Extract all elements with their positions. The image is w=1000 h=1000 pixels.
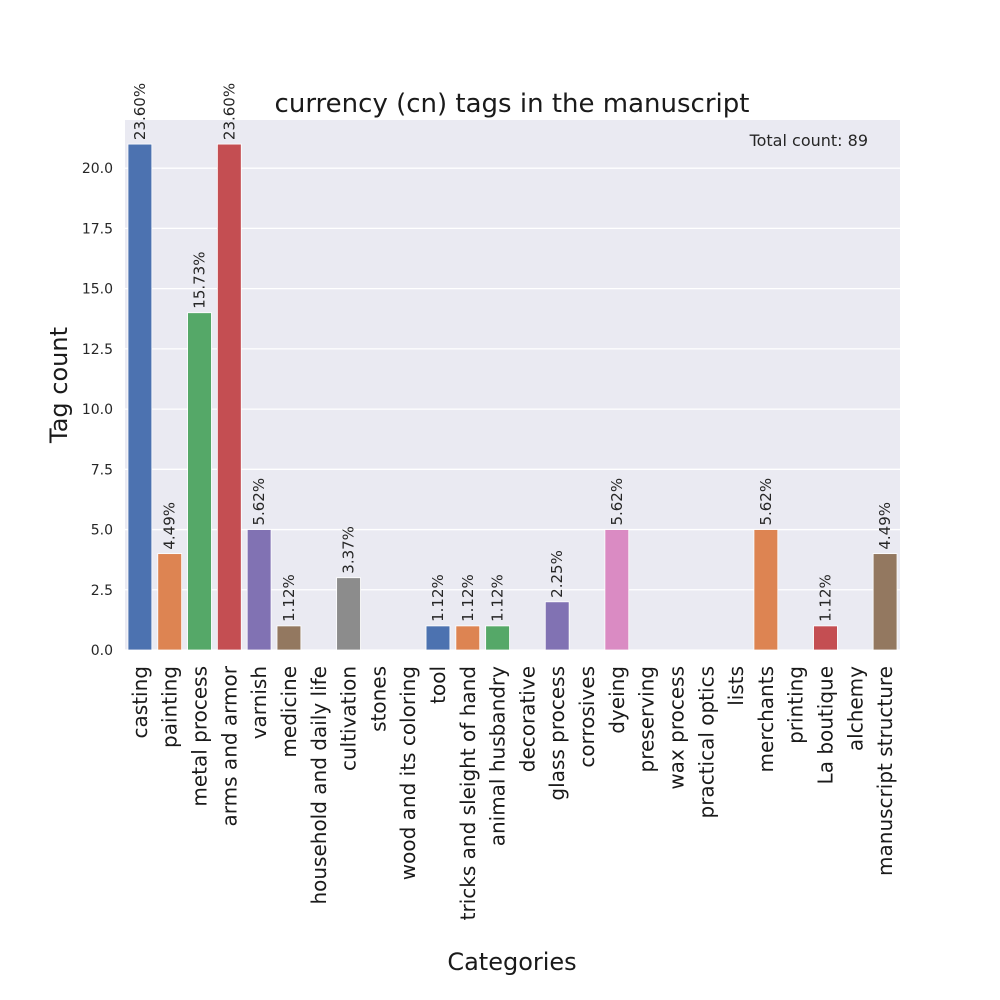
bar-percent-label: 1.12% (280, 574, 298, 622)
bar (604, 529, 630, 651)
bar-percent-label: 23.60% (220, 83, 238, 140)
x-tick-label: arms and armor (217, 665, 241, 826)
x-tick-label: practical optics (694, 666, 718, 818)
x-tick-label: tricks and sleight of hand (456, 666, 480, 920)
x-tick-label: medicine (277, 666, 301, 758)
x-tick-label: wax process (664, 666, 688, 790)
bar (276, 625, 302, 651)
x-axis-label: Categories (447, 948, 576, 976)
bar (246, 529, 272, 651)
y-tick-label: 10.0 (82, 402, 113, 418)
bar-percent-label: 3.37% (340, 526, 358, 574)
x-tick-label: metal process (188, 666, 212, 807)
x-tick-label: preserving (635, 666, 659, 773)
bar-percent-label: 4.49% (161, 502, 179, 550)
x-tick-label: wood and its coloring (396, 666, 420, 880)
y-axis-label: Tag count (45, 327, 73, 444)
x-tick-label: tool (426, 666, 450, 704)
bar-percent-label: 1.12% (429, 574, 447, 622)
x-tick-label: merchants (754, 666, 778, 772)
bar-percent-label: 15.73% (191, 252, 209, 309)
bar-percent-label: 2.25% (548, 550, 566, 598)
x-tick-label: La boutique (813, 666, 837, 784)
x-tick-label: glass process (545, 666, 569, 801)
x-tick-label: manuscript structure (873, 666, 897, 876)
y-tick-label: 0.0 (91, 643, 113, 659)
bar (544, 601, 570, 651)
bars (127, 143, 898, 651)
x-tick-label: painting (158, 666, 182, 748)
y-tick-label: 17.5 (82, 221, 113, 237)
bar (157, 553, 183, 651)
x-tick-label: dyeing (605, 666, 629, 734)
bar (187, 312, 212, 651)
bar (425, 625, 451, 651)
bar (753, 529, 779, 651)
x-tick-label: household and daily life (307, 666, 331, 905)
bar-percent-label: 4.49% (876, 502, 894, 550)
x-tick-label: alchemy (843, 666, 867, 751)
bar (127, 143, 153, 651)
x-tick-label: casting (128, 666, 152, 738)
x-tick-labels: casting painting metal process arms and arm… (128, 665, 897, 920)
bar-percent-label: 5.62% (757, 478, 775, 526)
bar-percent-label: 1.12% (459, 574, 477, 622)
x-tick-label: corrosives (575, 666, 599, 768)
y-tick-label: 15.0 (82, 282, 113, 298)
bar-percent-label: 5.62% (250, 478, 268, 526)
y-tick-label: 2.5 (91, 583, 113, 599)
bar (872, 553, 898, 651)
bar (455, 625, 481, 651)
bar (485, 625, 510, 651)
x-tick-label: stones (366, 666, 390, 732)
bar-percent-label: 1.12% (816, 574, 834, 622)
x-tick-label: printing (784, 666, 808, 744)
y-tick-label: 12.5 (82, 342, 113, 358)
x-tick-label: decorative (515, 666, 539, 772)
x-tick-label: animal husbandry (486, 666, 510, 846)
chart-title: currency (cn) tags in the manuscript (275, 89, 750, 119)
bar-percent-label: 23.60% (131, 83, 149, 140)
y-tick-label: 7.5 (91, 462, 113, 478)
bar (217, 143, 242, 651)
y-tick-label: 5.0 (91, 523, 113, 539)
x-tick-label: cultivation (337, 666, 361, 771)
percent-labels: 23.60% 4.49% 15.73% 23.60% 5.62% 1.12% 3.37% 1.… (131, 83, 894, 622)
total-count-annotation: Total count: 89 (749, 131, 868, 150)
bar-percent-label: 1.12% (489, 574, 507, 622)
y-tick-label: 20.0 (82, 161, 113, 177)
bar (813, 625, 838, 651)
x-tick-label: varnish (247, 666, 271, 739)
bar-percent-label: 5.62% (608, 478, 626, 526)
bar (336, 577, 361, 651)
x-tick-label: lists (724, 666, 748, 706)
y-tick-labels: 0.0 2.5 5.0 7.5 10.0 12.5 15.0 17.5 20.0 (82, 161, 113, 659)
